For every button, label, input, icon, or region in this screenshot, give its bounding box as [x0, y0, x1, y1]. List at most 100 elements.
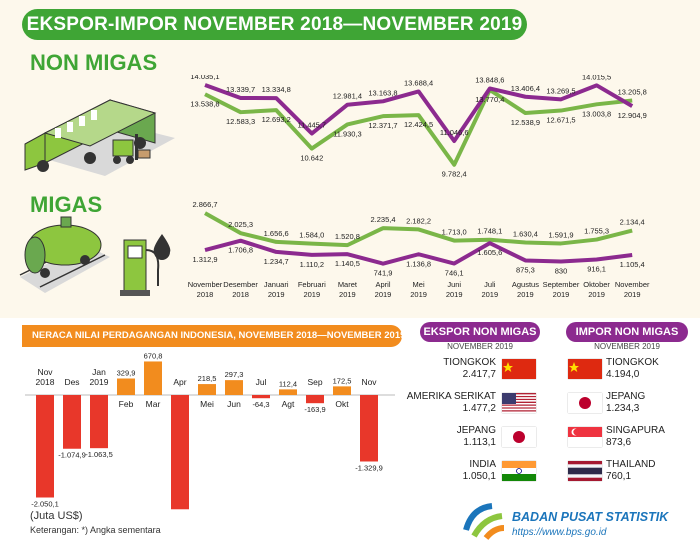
month-tick-label: Mei: [413, 280, 425, 289]
neraca-value-label: 172,5: [333, 376, 352, 385]
section-title-migas: MIGAS: [30, 192, 103, 217]
impor_top-item: JEPANG 1.234,3: [606, 391, 696, 415]
thailand-flag-icon: [568, 461, 602, 481]
month-tick-label: November: [615, 280, 650, 289]
neraca-bar: [36, 395, 54, 498]
migas-data-label: 2.235,4: [370, 215, 395, 224]
flag: [568, 461, 602, 481]
year-tick-label: 2018: [197, 290, 214, 299]
nonmigas-data-label: 13.406,4: [511, 84, 540, 93]
nonmigas-data-label: 12.424,5: [404, 120, 433, 129]
month-tick-label: Desember: [223, 280, 258, 289]
nonmigas-data-label: 13.770,4: [475, 95, 504, 104]
migas-data-label: 2.182,2: [406, 216, 431, 225]
neraca-category-label: 2018: [36, 377, 55, 387]
country-value: 1.113,1: [463, 437, 496, 448]
neraca-bar-chart: -2.050,1Nov2018-1.074,9Des-1.063,5Jan201…: [25, 351, 395, 510]
nonmigas-data-label: 11.445,7: [297, 121, 326, 130]
nonmigas-data-label: 12.583,3: [226, 117, 255, 126]
neraca-category-label: Agt: [282, 399, 295, 409]
migas-data-label: 1.105,4: [620, 260, 645, 269]
country-name: AMERIKA SERIKAT: [406, 391, 496, 402]
country-value: 760,1: [606, 471, 632, 482]
migas-data-label: 1.234,7: [264, 257, 289, 266]
migas-data-label: 1.136,8: [406, 259, 431, 268]
neraca-bar: [306, 395, 324, 404]
month-tick-label: Maret: [338, 280, 358, 289]
tank-wagon-icon: [19, 216, 110, 293]
truck-icon: [24, 99, 175, 176]
year-tick-label: 2019: [339, 290, 356, 299]
india-flag-icon: [502, 461, 536, 481]
migas-data-label: 1.748,1: [477, 227, 502, 236]
country-name: SINGAPURA: [606, 425, 665, 436]
nonmigas-data-label: 11.046,6: [440, 128, 469, 137]
neraca-category-label: 2019: [90, 377, 109, 387]
migas-data-label: 2.866,7: [192, 200, 217, 209]
migas-data-label: 1.584,0: [299, 231, 324, 240]
ekspor_top-item: AMERIKA SERIKAT 1.477,2: [390, 391, 496, 415]
neraca-category-label: Sep: [307, 377, 322, 387]
neraca-category-label: Nov: [361, 377, 377, 387]
ekspor-top-period: NOVEMBER 2019: [447, 342, 513, 351]
month-tick-label: September: [543, 280, 580, 289]
neraca-value-label: -163,9: [304, 405, 325, 414]
neraca-bar: [63, 395, 81, 449]
year-tick-label: 2019: [624, 290, 641, 299]
ekspor_top-item: INDIA 1.050,1: [390, 459, 496, 483]
migas-data-label: 2.134,4: [620, 218, 645, 227]
flag: [502, 461, 536, 481]
month-tick-label: Agustus: [512, 280, 539, 289]
page-title: EKSPOR-IMPOR NOVEMBER 2018—NOVEMBER 2019: [26, 14, 523, 35]
nonmigas-data-label: 14.035,1: [190, 75, 219, 81]
nonmigas-data-label: 13.269,5: [546, 86, 575, 95]
flag: [502, 427, 536, 447]
country-name: THAILAND: [606, 459, 656, 470]
nonmigas-data-label: 13.339,7: [226, 85, 255, 94]
impor-top-title: IMPOR NON MIGAS: [566, 322, 688, 342]
flag: [568, 393, 602, 413]
country-name: TIONGKOK: [443, 357, 496, 368]
country-value: 873,6: [606, 437, 632, 448]
impor_top-item: TIONGKOK 4.194,0: [606, 357, 696, 381]
neraca-value-label: 218,5: [198, 374, 217, 383]
neraca-value-label: 297,3: [225, 370, 244, 379]
neraca-category-label: Mar: [146, 399, 161, 409]
nonmigas-data-label: 13.334,8: [262, 85, 291, 94]
migas-data-label: 1.110,2: [300, 260, 324, 269]
country-value: 4.194,0: [606, 369, 640, 380]
migas-data-label: 1.656,6: [264, 229, 289, 238]
nonmigas-series-ekspor-line: [204, 87, 633, 167]
nonmigas-data-label: 12.371,7: [368, 121, 397, 130]
year-tick-label: 2018: [232, 290, 249, 299]
month-tick-label: November: [188, 280, 223, 289]
flag: [568, 427, 602, 447]
country-value: 2.417,7: [462, 369, 496, 380]
oil-drop-icon: [153, 234, 171, 260]
nonmigas-data-label: 13.003,8: [582, 109, 611, 118]
neraca-bar: [198, 384, 216, 395]
neraca-category-label: Apr: [173, 377, 186, 387]
bps-url: https://www.bps.go.id: [512, 527, 607, 538]
migas-data-label: 1.520,8: [335, 232, 360, 241]
migas-data-label: 1.706,8: [228, 246, 253, 255]
nonmigas-data-label: 9.782,4: [442, 170, 467, 179]
migas-series-impor-line: [204, 238, 633, 266]
neraca-bar: [225, 380, 243, 395]
year-tick-label: 2019: [446, 290, 463, 299]
neraca-value-label: -2.050,1: [31, 500, 59, 509]
neraca-bar: [360, 395, 378, 462]
japan-flag-icon: [568, 393, 602, 413]
nonmigas-data-label: 11.930,3: [333, 129, 362, 138]
neraca-bar: [252, 395, 270, 399]
neraca-value-label: -1.063,5: [85, 450, 113, 459]
year-tick-label: 2019: [303, 290, 320, 299]
neraca-category-label: Jan: [92, 367, 106, 377]
year-tick-label: 2019: [268, 290, 285, 299]
country-name: INDIA: [469, 459, 496, 470]
neraca-value-label: -1.329,9: [355, 463, 383, 472]
flag: [568, 359, 602, 379]
unit-label: (Juta US$): [30, 510, 83, 522]
migas-data-label: 1.755,3: [584, 227, 609, 236]
month-tick-label: Februari: [298, 280, 326, 289]
